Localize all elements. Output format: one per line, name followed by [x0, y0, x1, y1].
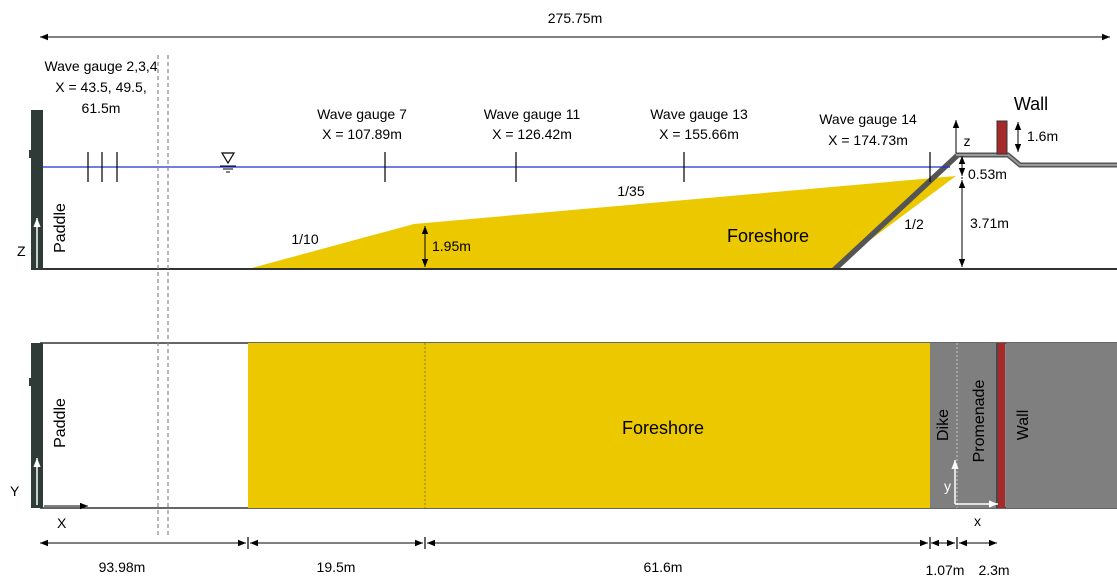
gauge-14-title: Wave gauge 14 — [819, 111, 917, 127]
gauge-14-position: X = 174.73m — [828, 132, 908, 148]
foreshore-label-side: Foreshore — [727, 226, 809, 246]
gauge-11-title: Wave gauge 11 — [484, 106, 581, 122]
gauge-7-title: Wave gauge 7 — [317, 106, 407, 122]
dim-93-98-label: 93.98m — [99, 559, 146, 575]
local-x-label: x — [974, 513, 981, 529]
slope-1-2-label: 1/2 — [904, 216, 924, 232]
paddle-side — [31, 110, 43, 270]
step-height-label: 1.95m — [432, 238, 471, 254]
X-axis-label: X — [57, 515, 67, 531]
paddle-label-side: Paddle — [52, 203, 69, 253]
paddle-label-plan: Paddle — [52, 398, 69, 448]
wall-height-label: 1.6m — [1027, 128, 1058, 144]
local-z-label: z — [964, 133, 971, 149]
bottom-dimensions: 93.98m 19.5m 61.6m 1.07m 2.3m — [40, 537, 1010, 578]
dim-2-3-label: 2.3m — [978, 562, 1009, 578]
gauge-7-position: X = 107.89m — [322, 126, 402, 142]
promenade-plan — [957, 343, 998, 508]
gauge-234-positions-end: 61.5m — [82, 100, 121, 116]
gauge-13-position: X = 155.66m — [659, 126, 739, 142]
gauge-234-title: Wave gauge 2,3,4 — [44, 58, 157, 74]
dike-plan — [930, 343, 957, 508]
landward-area-plan — [1006, 343, 1117, 508]
side-view: Paddle Z Wave gauge 2,3,4 X = 43.5, 49.5… — [17, 58, 1117, 270]
dim-19-5-label: 19.5m — [317, 559, 356, 575]
dim-1-07-label: 1.07m — [926, 562, 965, 578]
plan-view: Paddle Y X Foreshore Dike Promenade Wall… — [10, 342, 1117, 531]
dike-label: Dike — [935, 409, 952, 441]
foreshore-plan — [248, 343, 930, 508]
slope-1-10-label: 1/10 — [291, 231, 318, 247]
wall-label-side: Wall — [1014, 94, 1048, 114]
slope-1-35-label: 1/35 — [617, 183, 644, 199]
dike-slope — [831, 153, 964, 269]
dim-61-6-label: 61.6m — [644, 559, 683, 575]
foreshore-label-plan: Foreshore — [622, 418, 704, 438]
water-level-symbol — [220, 152, 236, 173]
gauge-11-position: X = 126.42m — [492, 126, 572, 142]
total-length-label: 275.75m — [548, 10, 602, 26]
gauge-234-positions: X = 43.5, 49.5, — [55, 79, 146, 95]
wall-plan — [998, 343, 1005, 508]
promenade-label: Promenade — [971, 380, 988, 463]
gauge-13-title: Wave gauge 13 — [650, 106, 748, 122]
Y-axis-label: Y — [10, 483, 20, 499]
freeboard-label: 0.53m — [968, 166, 1007, 182]
wall-side — [996, 120, 1008, 155]
promenade-crest — [956, 152, 1117, 168]
local-y-label: y — [944, 478, 951, 494]
wall-label-plan: Wall — [1015, 410, 1032, 441]
water-depth-label: 3.71m — [970, 215, 1009, 231]
z-axis-label-upper: Z — [17, 243, 26, 259]
flume-cut-marks — [157, 55, 169, 535]
